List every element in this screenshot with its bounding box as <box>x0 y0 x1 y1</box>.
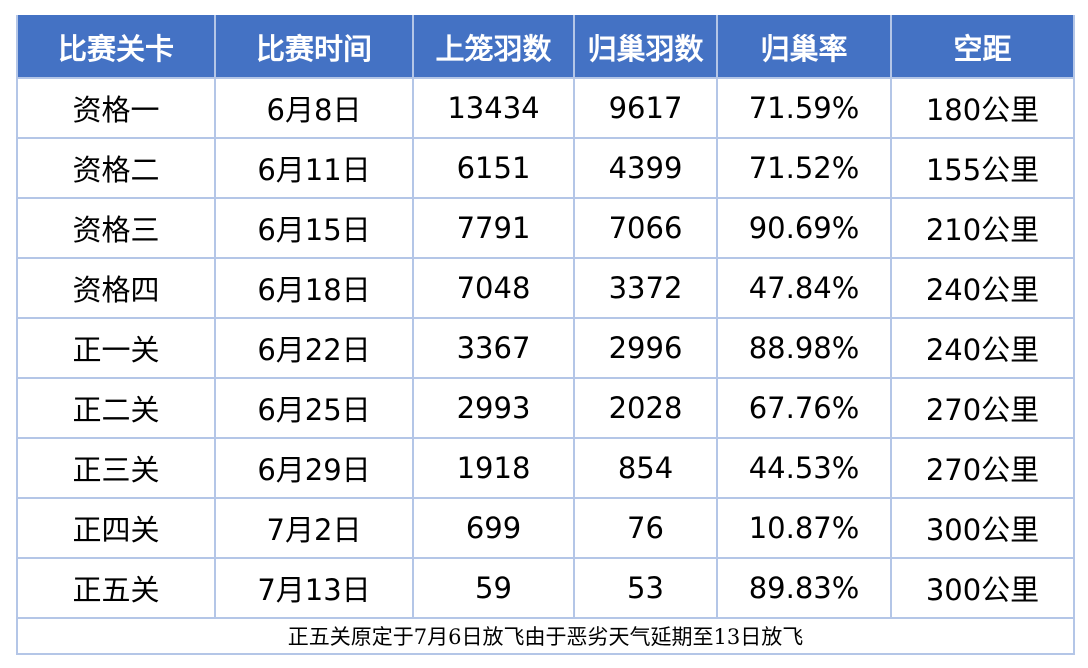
table-row: 资格一 6月8日 13434 9617 71.59% 180公里 <box>16 77 1075 139</box>
cell-date: 6月25日 <box>214 377 414 439</box>
table-row: 资格四 6月18日 7048 3372 47.84% 240公里 <box>16 257 1075 319</box>
header-stage: 比赛关卡 <box>16 16 216 79</box>
header-return-rate: 归巢率 <box>716 16 892 79</box>
cell-stage: 资格一 <box>16 77 216 139</box>
note-row: 正五关原定于7月6日放飞由于恶劣天气延期至13日放飞 <box>16 617 1075 655</box>
cell-returned: 76 <box>573 497 718 559</box>
cell-distance: 300公里 <box>890 557 1075 619</box>
table-row: 正二关 6月25日 2993 2028 67.76% 270公里 <box>16 377 1075 439</box>
cell-returned: 3372 <box>573 257 718 319</box>
cell-returned: 9617 <box>573 77 718 139</box>
table-row: 资格三 6月15日 7791 7066 90.69% 210公里 <box>16 197 1075 259</box>
cell-released: 3367 <box>412 317 575 379</box>
header-released: 上笼羽数 <box>412 16 575 79</box>
cell-return-rate: 89.83% <box>716 557 892 619</box>
cell-distance: 210公里 <box>890 197 1075 259</box>
cell-released: 1918 <box>412 437 575 499</box>
cell-released: 59 <box>412 557 575 619</box>
header-returned: 归巢羽数 <box>573 16 718 79</box>
cell-stage: 正三关 <box>16 437 216 499</box>
cell-date: 7月2日 <box>214 497 414 559</box>
cell-date: 6月15日 <box>214 197 414 259</box>
cell-date: 6月22日 <box>214 317 414 379</box>
cell-return-rate: 44.53% <box>716 437 892 499</box>
cell-returned: 2028 <box>573 377 718 439</box>
cell-return-rate: 47.84% <box>716 257 892 319</box>
cell-distance: 240公里 <box>890 257 1075 319</box>
cell-stage: 正二关 <box>16 377 216 439</box>
cell-returned: 4399 <box>573 137 718 199</box>
table-row: 正四关 7月2日 699 76 10.87% 300公里 <box>16 497 1075 559</box>
header-date: 比赛时间 <box>214 16 414 79</box>
cell-returned: 53 <box>573 557 718 619</box>
cell-stage: 资格四 <box>16 257 216 319</box>
cell-released: 7048 <box>412 257 575 319</box>
race-results-table: 比赛关卡 比赛时间 上笼羽数 归巢羽数 归巢率 空距 资格一 6月8日 13434 9617 71… <box>16 15 1075 655</box>
cell-released: 13434 <box>412 77 575 139</box>
cell-date: 6月18日 <box>214 257 414 319</box>
cell-released: 2993 <box>412 377 575 439</box>
cell-distance: 180公里 <box>890 77 1075 139</box>
table-row: 正三关 6月29日 1918 854 44.53% 270公里 <box>16 437 1075 499</box>
cell-released: 699 <box>412 497 575 559</box>
cell-distance: 300公里 <box>890 497 1075 559</box>
table-row: 正五关 7月13日 59 53 89.83% 300公里 <box>16 557 1075 619</box>
cell-return-rate: 90.69% <box>716 197 892 259</box>
cell-return-rate: 67.76% <box>716 377 892 439</box>
cell-returned: 2996 <box>573 317 718 379</box>
cell-return-rate: 10.87% <box>716 497 892 559</box>
cell-stage: 正五关 <box>16 557 216 619</box>
table-row: 资格二 6月11日 6151 4399 71.52% 155公里 <box>16 137 1075 199</box>
cell-stage: 正一关 <box>16 317 216 379</box>
cell-distance: 240公里 <box>890 317 1075 379</box>
cell-return-rate: 71.52% <box>716 137 892 199</box>
cell-date: 6月8日 <box>214 77 414 139</box>
table-row: 正一关 6月22日 3367 2996 88.98% 240公里 <box>16 317 1075 379</box>
cell-stage: 资格三 <box>16 197 216 259</box>
cell-released: 7791 <box>412 197 575 259</box>
footnote: 正五关原定于7月6日放飞由于恶劣天气延期至13日放飞 <box>16 617 1075 655</box>
cell-distance: 155公里 <box>890 137 1075 199</box>
cell-date: 7月13日 <box>214 557 414 619</box>
cell-released: 6151 <box>412 137 575 199</box>
cell-stage: 资格二 <box>16 137 216 199</box>
cell-date: 6月29日 <box>214 437 414 499</box>
cell-return-rate: 88.98% <box>716 317 892 379</box>
cell-date: 6月11日 <box>214 137 414 199</box>
cell-returned: 854 <box>573 437 718 499</box>
cell-return-rate: 71.59% <box>716 77 892 139</box>
cell-stage: 正四关 <box>16 497 216 559</box>
header-row: 比赛关卡 比赛时间 上笼羽数 归巢羽数 归巢率 空距 <box>16 16 1075 79</box>
cell-distance: 270公里 <box>890 437 1075 499</box>
header-distance: 空距 <box>890 16 1075 79</box>
cell-returned: 7066 <box>573 197 718 259</box>
cell-distance: 270公里 <box>890 377 1075 439</box>
